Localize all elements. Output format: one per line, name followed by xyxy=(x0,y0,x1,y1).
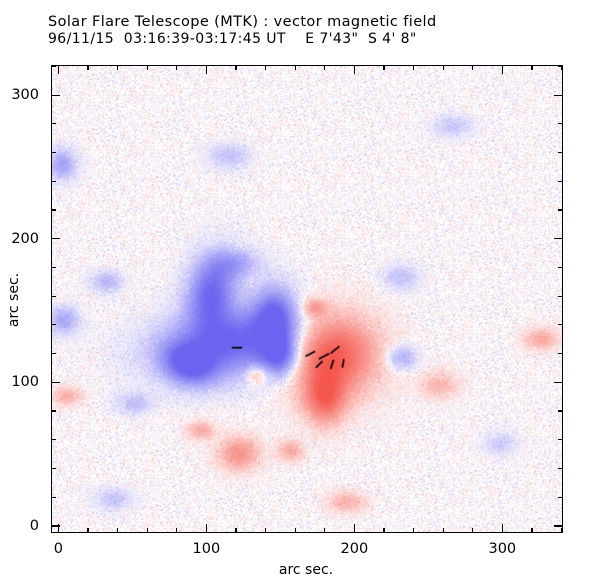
x-axis-title: arc sec. xyxy=(278,562,334,578)
x-tick-top-40 xyxy=(116,65,119,70)
x-tick-top-260 xyxy=(442,65,444,70)
y-tick-right-60 xyxy=(558,439,563,441)
x-tick-top-100 xyxy=(205,65,208,74)
x-tick-140 xyxy=(264,528,267,533)
y-tick-120 xyxy=(51,352,56,355)
x-tick-320 xyxy=(531,528,533,533)
y-tick-right-140 xyxy=(558,324,563,326)
y-tick-20 xyxy=(51,496,56,498)
y-tick-right-160 xyxy=(558,295,563,297)
x-tick-label-0: 0 xyxy=(53,541,64,557)
y-tick-right-180 xyxy=(558,266,563,268)
y-tick-60 xyxy=(51,439,56,441)
y-tick-label-200: 200 xyxy=(11,230,39,247)
x-tick-220 xyxy=(383,528,385,533)
y-tick-right-260 xyxy=(558,151,563,154)
y-tick-260 xyxy=(51,151,56,154)
x-tick-top-120 xyxy=(235,65,237,70)
x-tick-180 xyxy=(324,528,326,533)
y-tick-300 xyxy=(51,94,60,96)
y-axis-title: arc sec. xyxy=(6,272,22,328)
y-tick-280 xyxy=(51,123,56,125)
y-tick-right-80 xyxy=(558,410,563,412)
x-tick-label-300: 300 xyxy=(488,541,517,557)
x-tick-top-320 xyxy=(531,65,533,70)
magnetogram-plot-area xyxy=(51,65,563,533)
x-tick-label-200: 200 xyxy=(340,541,369,557)
y-tick-100 xyxy=(51,381,60,384)
x-tick-100 xyxy=(205,524,208,533)
x-tick-20 xyxy=(87,528,89,533)
figure-subtitle: 96/11/15 03:16:39-03:17:45 UT E 7'43" S … xyxy=(48,31,417,47)
figure-title-block: Solar Flare Telescope (MTK) : vector mag… xyxy=(48,14,608,48)
x-tick-260 xyxy=(442,528,444,533)
y-tick-200 xyxy=(51,238,60,240)
x-tick-top-0 xyxy=(57,65,60,74)
x-tick-top-20 xyxy=(87,65,89,70)
y-tick-right-20 xyxy=(558,496,563,498)
y-tick-right-280 xyxy=(558,123,563,125)
x-tick-top-300 xyxy=(501,65,504,74)
y-tick-right-300 xyxy=(554,94,563,96)
y-tick-right-200 xyxy=(554,238,563,240)
y-tick-80 xyxy=(51,410,56,412)
y-tick-220 xyxy=(51,209,56,211)
x-tick-280 xyxy=(472,528,474,533)
y-tick-right-240 xyxy=(558,180,563,182)
x-tick-120 xyxy=(235,528,237,533)
y-tick-40 xyxy=(51,467,56,469)
y-tick-label-300: 300 xyxy=(11,87,39,104)
y-tick-right-220 xyxy=(558,209,563,211)
x-tick-top-340 xyxy=(560,65,563,70)
x-tick-top-280 xyxy=(472,65,474,70)
x-tick-top-140 xyxy=(264,65,267,70)
figure-title: Solar Flare Telescope (MTK) : vector mag… xyxy=(48,14,437,30)
x-tick-top-160 xyxy=(294,65,296,70)
y-tick-label-100: 100 xyxy=(11,374,39,391)
x-tick-80 xyxy=(176,528,178,533)
x-tick-label-100: 100 xyxy=(192,541,221,557)
x-tick-top-240 xyxy=(412,65,415,70)
x-tick-top-180 xyxy=(324,65,326,70)
x-tick-top-60 xyxy=(146,65,148,70)
y-tick-240 xyxy=(51,180,56,182)
y-tick-right-0 xyxy=(554,525,563,527)
y-tick-right-100 xyxy=(554,381,563,384)
x-tick-340 xyxy=(560,528,563,533)
x-tick-160 xyxy=(294,528,296,533)
y-tick-0 xyxy=(51,525,60,527)
x-tick-40 xyxy=(116,528,119,533)
y-tick-140 xyxy=(51,324,56,326)
x-tick-300 xyxy=(501,524,504,533)
y-tick-160 xyxy=(51,295,56,297)
x-tick-top-80 xyxy=(176,65,178,70)
y-tick-right-120 xyxy=(558,352,563,355)
y-tick-right-40 xyxy=(558,467,563,469)
x-tick-top-220 xyxy=(383,65,385,70)
y-tick-right-320 xyxy=(558,65,563,68)
x-tick-240 xyxy=(412,528,415,533)
x-tick-200 xyxy=(353,524,356,533)
magnetogram-image xyxy=(52,66,562,532)
y-tick-label-0: 0 xyxy=(29,517,39,534)
y-tick-320 xyxy=(51,65,56,68)
x-tick-top-200 xyxy=(353,65,356,74)
x-tick-0 xyxy=(57,524,60,533)
x-tick-60 xyxy=(146,528,148,533)
y-tick-180 xyxy=(51,266,56,268)
